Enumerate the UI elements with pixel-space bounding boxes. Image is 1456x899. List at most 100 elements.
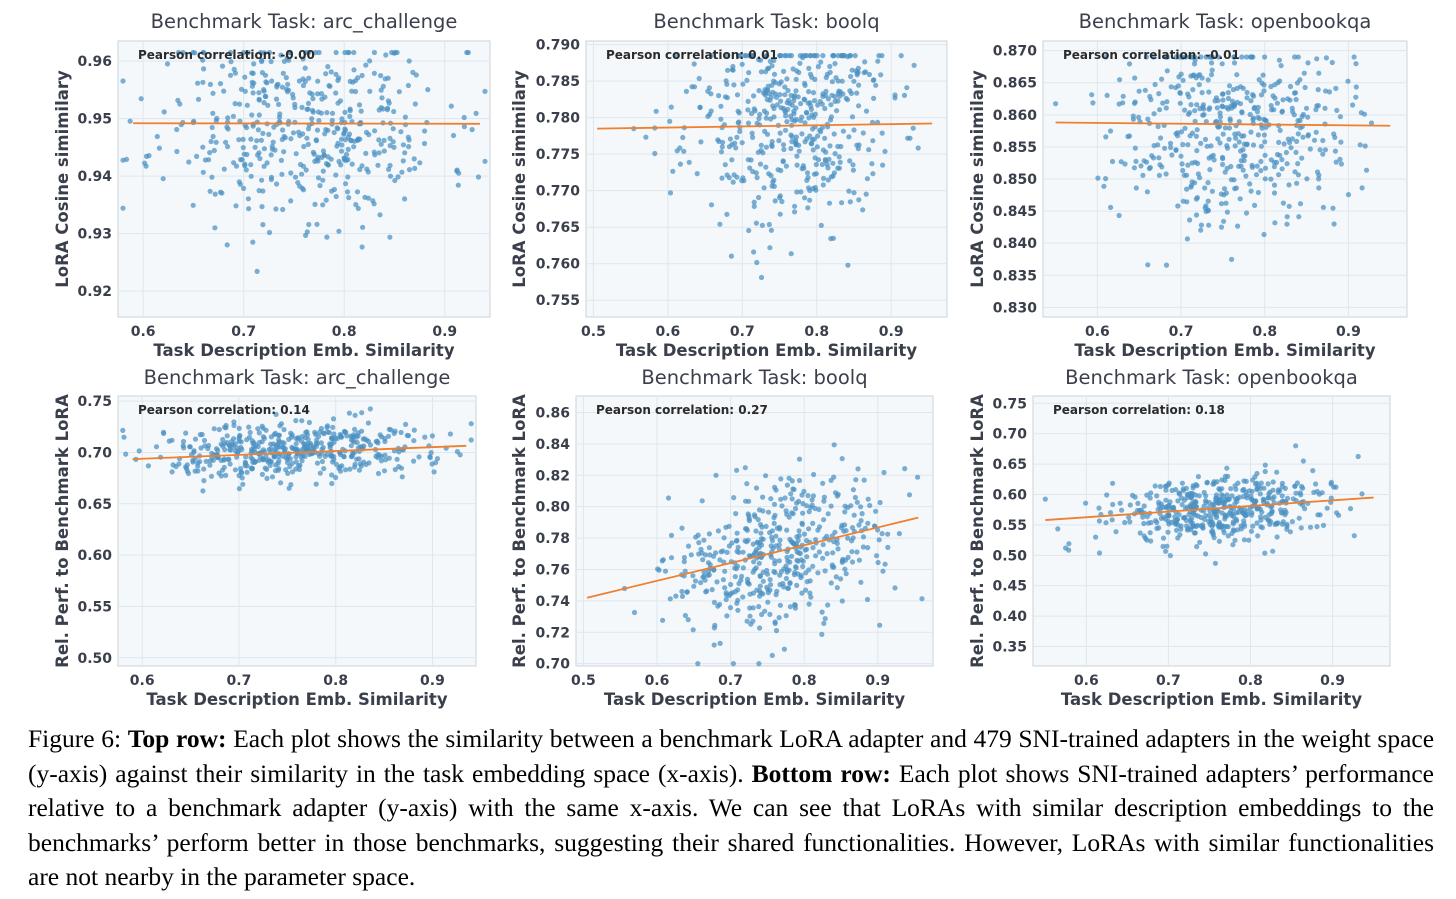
scatter-point	[1231, 54, 1237, 60]
scatter-point	[789, 510, 795, 516]
scatter-point	[824, 551, 830, 557]
scatter-point	[794, 582, 800, 589]
scatter-point	[258, 137, 264, 143]
scatter-point	[1328, 495, 1334, 501]
scatter-point	[717, 221, 723, 227]
scatter-point	[1300, 111, 1306, 118]
scatter-point	[1258, 92, 1265, 98]
scatter-point	[855, 466, 861, 472]
scatter-point	[207, 462, 213, 468]
scatter-point	[259, 423, 265, 429]
scatter-point	[1279, 157, 1285, 163]
scatter-point	[465, 49, 471, 56]
scatter-point	[1110, 480, 1116, 486]
scatter-point	[1254, 470, 1260, 477]
scatter-point	[1110, 501, 1116, 508]
scatter-point	[364, 166, 370, 172]
scatter-point	[412, 101, 418, 107]
scatter-point	[317, 183, 323, 189]
scatter-point	[777, 53, 783, 59]
scatter-point	[660, 617, 666, 623]
scatter-point	[1175, 203, 1181, 209]
scatter-point	[120, 427, 126, 433]
scatter-point	[847, 199, 853, 205]
scatter-point	[1292, 90, 1299, 96]
scatter-point	[787, 580, 793, 586]
scatter-point	[1258, 480, 1264, 486]
scatter-point	[344, 189, 351, 195]
scatter-point	[1250, 142, 1257, 148]
scatter-point	[656, 567, 662, 573]
scatter-point	[854, 90, 860, 96]
scatter-point	[221, 457, 227, 463]
scatter-point	[1244, 492, 1250, 498]
scatter-point	[377, 432, 383, 438]
scatter-point	[734, 537, 740, 544]
scatter-point	[376, 137, 382, 143]
scatter-point	[1154, 525, 1160, 532]
scatter-point	[455, 182, 461, 188]
scatter-point	[771, 114, 777, 120]
scatter-point	[315, 78, 321, 84]
scatter-point	[1096, 550, 1103, 556]
scatter-point	[821, 620, 827, 627]
scatter-point	[174, 148, 180, 155]
scatter-point	[840, 556, 846, 563]
scatter-point	[254, 268, 260, 274]
scatter-point	[869, 161, 875, 167]
scatter-point	[1295, 131, 1301, 137]
scatter-point	[387, 162, 393, 169]
scatter-point	[199, 431, 205, 438]
scatter-point	[1313, 107, 1319, 113]
scatter-point	[1232, 143, 1238, 149]
scatter-point	[1184, 186, 1190, 192]
scatter-point	[794, 162, 800, 168]
scatter-point	[1209, 67, 1215, 73]
scatter-point	[293, 441, 299, 447]
scatter-point	[333, 193, 339, 200]
scatter-point	[767, 58, 773, 64]
scatter-point	[753, 485, 760, 491]
scatter-point	[120, 205, 126, 211]
scatter-point	[314, 437, 320, 443]
scatter-point	[281, 445, 287, 451]
scatter-point	[1234, 72, 1240, 78]
scatter-point	[1117, 77, 1123, 83]
scatter-point	[802, 120, 808, 126]
scatter-point	[714, 579, 720, 585]
scatter-point	[1235, 480, 1241, 486]
scatter-point	[160, 429, 167, 435]
scatter-point	[860, 130, 866, 136]
scatter-point	[341, 428, 348, 434]
scatter-point	[1293, 490, 1299, 496]
scatter-point	[1275, 520, 1281, 526]
scatter-point	[1302, 84, 1308, 91]
scatter-point	[905, 135, 911, 141]
scatter-point	[1315, 512, 1321, 518]
scatter-point	[767, 587, 773, 593]
scatter-point	[1185, 142, 1191, 148]
x-tick-label: 0.5	[581, 324, 606, 340]
scatter-points	[120, 406, 474, 494]
scatter-point	[1179, 502, 1185, 508]
scatter-point	[1320, 522, 1327, 529]
scatter-point	[1300, 458, 1306, 464]
scatter-point	[750, 541, 756, 547]
scatter-point	[127, 118, 133, 124]
scatter-point	[1278, 63, 1284, 69]
scatter-point	[745, 107, 751, 113]
scatter-point	[1093, 534, 1099, 540]
scatter-point	[285, 81, 291, 87]
scatter-point	[175, 49, 182, 56]
scatter-point	[698, 139, 704, 145]
scatter-point	[406, 167, 413, 173]
scatter-point	[1332, 148, 1338, 154]
figure-6-scatter-grid: 0.6 0.7 0.8 0.90.920.930.940.950.96 Pearson …	[53, 10, 1408, 709]
scatter-point	[221, 166, 227, 172]
scatter-point	[358, 108, 364, 114]
scatter-point	[882, 561, 888, 567]
scatter-point	[264, 80, 270, 86]
scatter-point	[330, 424, 336, 430]
scatter-point	[681, 554, 688, 561]
scatter-point	[428, 450, 434, 456]
